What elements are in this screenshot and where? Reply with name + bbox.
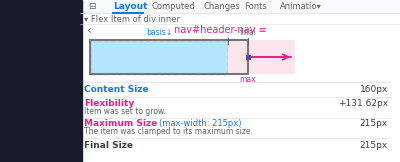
Text: nav#header-nav ≡: nav#header-nav ≡: [174, 25, 266, 35]
Text: Maximum Size: Maximum Size: [84, 118, 157, 127]
Text: final: final: [240, 28, 256, 37]
Text: ▾ Flex Item of div.inner: ▾ Flex Item of div.inner: [84, 15, 180, 23]
Text: (max-width: 215px): (max-width: 215px): [159, 118, 242, 127]
Bar: [0, 0, 82, 162]
Text: Animatio▾: Animatio▾: [280, 2, 322, 11]
Text: Computed: Computed: [152, 2, 196, 11]
Text: Item was set to grow.: Item was set to grow.: [84, 106, 166, 116]
Text: +131.62px: +131.62px: [338, 98, 388, 108]
Text: Changes: Changes: [203, 2, 240, 11]
Text: ⊟: ⊟: [88, 2, 96, 11]
Text: Fonts: Fonts: [244, 2, 267, 11]
Text: Layout: Layout: [113, 2, 148, 11]
Text: Final Size: Final Size: [84, 140, 133, 150]
Bar: [246, 54, 250, 59]
Text: 215px: 215px: [360, 118, 388, 127]
Text: basis↓: basis↓: [146, 28, 172, 37]
Bar: [80, 0, 400, 13]
Text: ‹: ‹: [87, 23, 92, 36]
Text: 215px: 215px: [360, 140, 388, 150]
Text: Content Size: Content Size: [84, 86, 149, 94]
Bar: [90, 40, 228, 74]
Bar: [228, 40, 295, 74]
Text: Flexibility: Flexibility: [84, 98, 134, 108]
Text: The item was clamped to its maximum size.: The item was clamped to its maximum size…: [84, 127, 253, 135]
Bar: [90, 40, 248, 74]
Text: max: max: [240, 75, 256, 84]
Text: 160px: 160px: [360, 86, 388, 94]
